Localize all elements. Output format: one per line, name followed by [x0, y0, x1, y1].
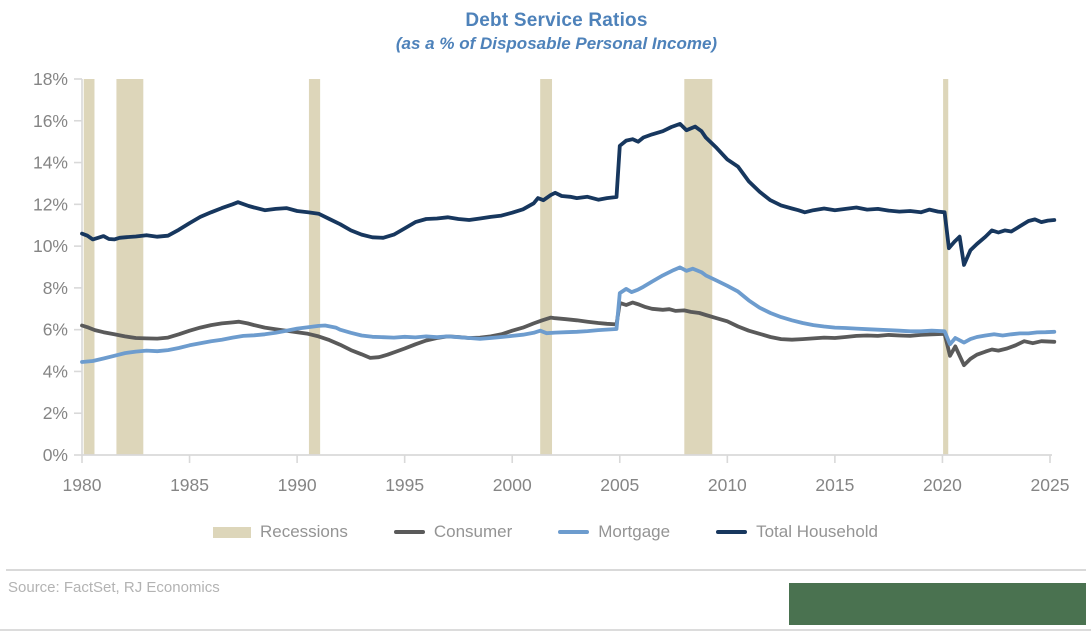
series-line-consumer	[80, 300, 1057, 368]
title-block: Debt Service Ratios (as a % of Disposabl…	[22, 10, 1091, 54]
chart-title: Debt Service Ratios	[465, 10, 648, 31]
mortgage-line-swatch	[558, 529, 590, 535]
series-line-total-household	[80, 122, 1057, 267]
recession-band	[308, 79, 321, 455]
legend-label: Consumer	[433, 522, 513, 541]
y-tick-label: 0%	[43, 445, 68, 465]
x-tick-label: 1995	[385, 475, 424, 495]
y-tick-label: 18%	[33, 69, 68, 89]
legend-item-mortgage: Mortgage	[558, 522, 670, 542]
legend-item-recessions: Recessions	[212, 522, 348, 542]
y-tick-label: 14%	[33, 153, 68, 173]
debt-service-ratios-chart: 0% 2% 4% 6% 8% 10% 12% 14% 16% 18% 1980 1985 1990 199…	[33, 69, 1070, 495]
consumer-line-swatch	[393, 529, 425, 535]
chart-subtitle: (as a % of Disposable Personal Income)	[395, 34, 718, 53]
legend-item-total-household: Total Household	[716, 522, 878, 542]
y-tick-label: 6%	[43, 320, 68, 340]
x-tick-label: 2020	[923, 475, 962, 495]
bottom-border	[0, 629, 1091, 631]
y-tick-label: 2%	[43, 403, 68, 423]
x-tick-label: 2005	[600, 475, 639, 495]
y-tick-label: 4%	[43, 361, 68, 381]
legend-label: Total Household	[756, 522, 879, 541]
recessions-swatch	[212, 526, 251, 538]
y-tick-label: 10%	[33, 236, 68, 256]
recession-band	[83, 79, 95, 455]
legend-item-consumer: Consumer	[393, 522, 513, 542]
legend-label: Mortgage	[598, 522, 671, 541]
x-tick-label: 1990	[278, 475, 317, 495]
recession-band	[116, 79, 144, 455]
x-tick-label: 2025	[1031, 475, 1070, 495]
chart-legend: Recessions Consumer Mortgage Total House…	[0, 522, 1091, 542]
x-tick-label: 2000	[493, 475, 532, 495]
green-footer-block	[789, 583, 1086, 625]
recession-band	[540, 79, 553, 455]
x-tick-label: 1980	[63, 475, 102, 495]
y-tick-label: 16%	[33, 111, 68, 131]
source-text: Source: FactSet, RJ Economics	[8, 579, 220, 596]
x-tick-label: 2015	[815, 475, 854, 495]
series-line-mortgage	[80, 265, 1057, 364]
y-tick-label: 12%	[33, 194, 68, 214]
x-tick-label: 1985	[170, 475, 209, 495]
recession-band	[684, 79, 713, 455]
x-tick-label: 2010	[708, 475, 747, 495]
legend-label: Recessions	[259, 522, 348, 541]
recession-band	[943, 79, 949, 455]
total-household-line-swatch	[716, 529, 748, 535]
footer-divider	[6, 569, 1086, 571]
y-tick-label: 8%	[43, 278, 68, 298]
